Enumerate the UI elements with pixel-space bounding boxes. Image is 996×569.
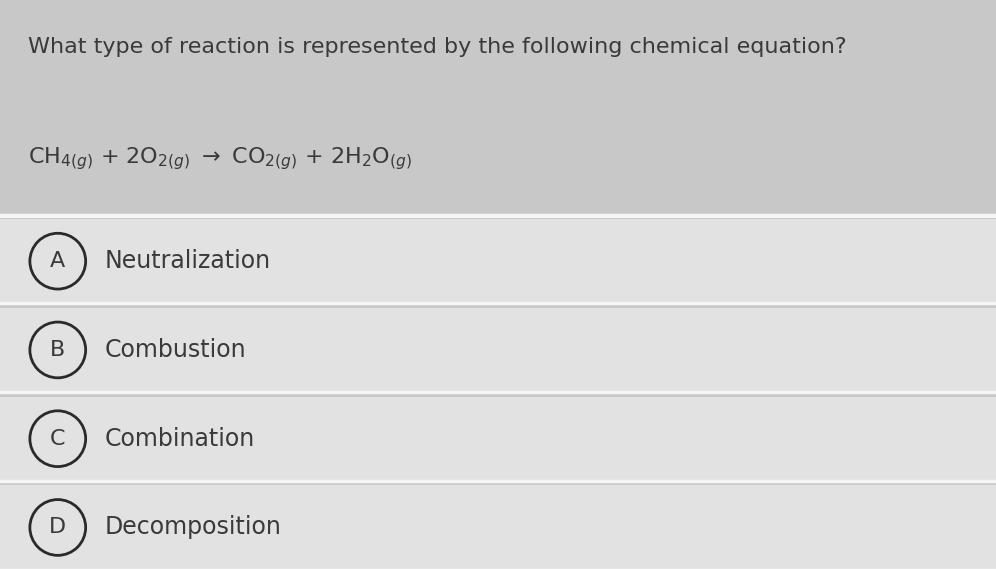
Text: B: B bbox=[50, 340, 66, 360]
Text: C: C bbox=[50, 428, 66, 449]
Text: Combustion: Combustion bbox=[105, 338, 246, 362]
Text: Decomposition: Decomposition bbox=[105, 516, 282, 539]
Text: CH$_{4(g)}$ + 2O$_{2(g)}$ $\rightarrow$ CO$_{2(g)}$ + 2H$_{2}$O$_{(g)}$: CH$_{4(g)}$ + 2O$_{2(g)}$ $\rightarrow$ … bbox=[28, 145, 412, 172]
Text: Neutralization: Neutralization bbox=[105, 249, 271, 273]
Text: Combination: Combination bbox=[105, 427, 255, 451]
Text: A: A bbox=[50, 251, 66, 271]
FancyBboxPatch shape bbox=[0, 397, 996, 481]
Text: D: D bbox=[49, 517, 67, 538]
Text: What type of reaction is represented by the following chemical equation?: What type of reaction is represented by … bbox=[28, 37, 847, 57]
FancyBboxPatch shape bbox=[0, 485, 996, 569]
FancyBboxPatch shape bbox=[0, 219, 996, 303]
FancyBboxPatch shape bbox=[0, 308, 996, 392]
